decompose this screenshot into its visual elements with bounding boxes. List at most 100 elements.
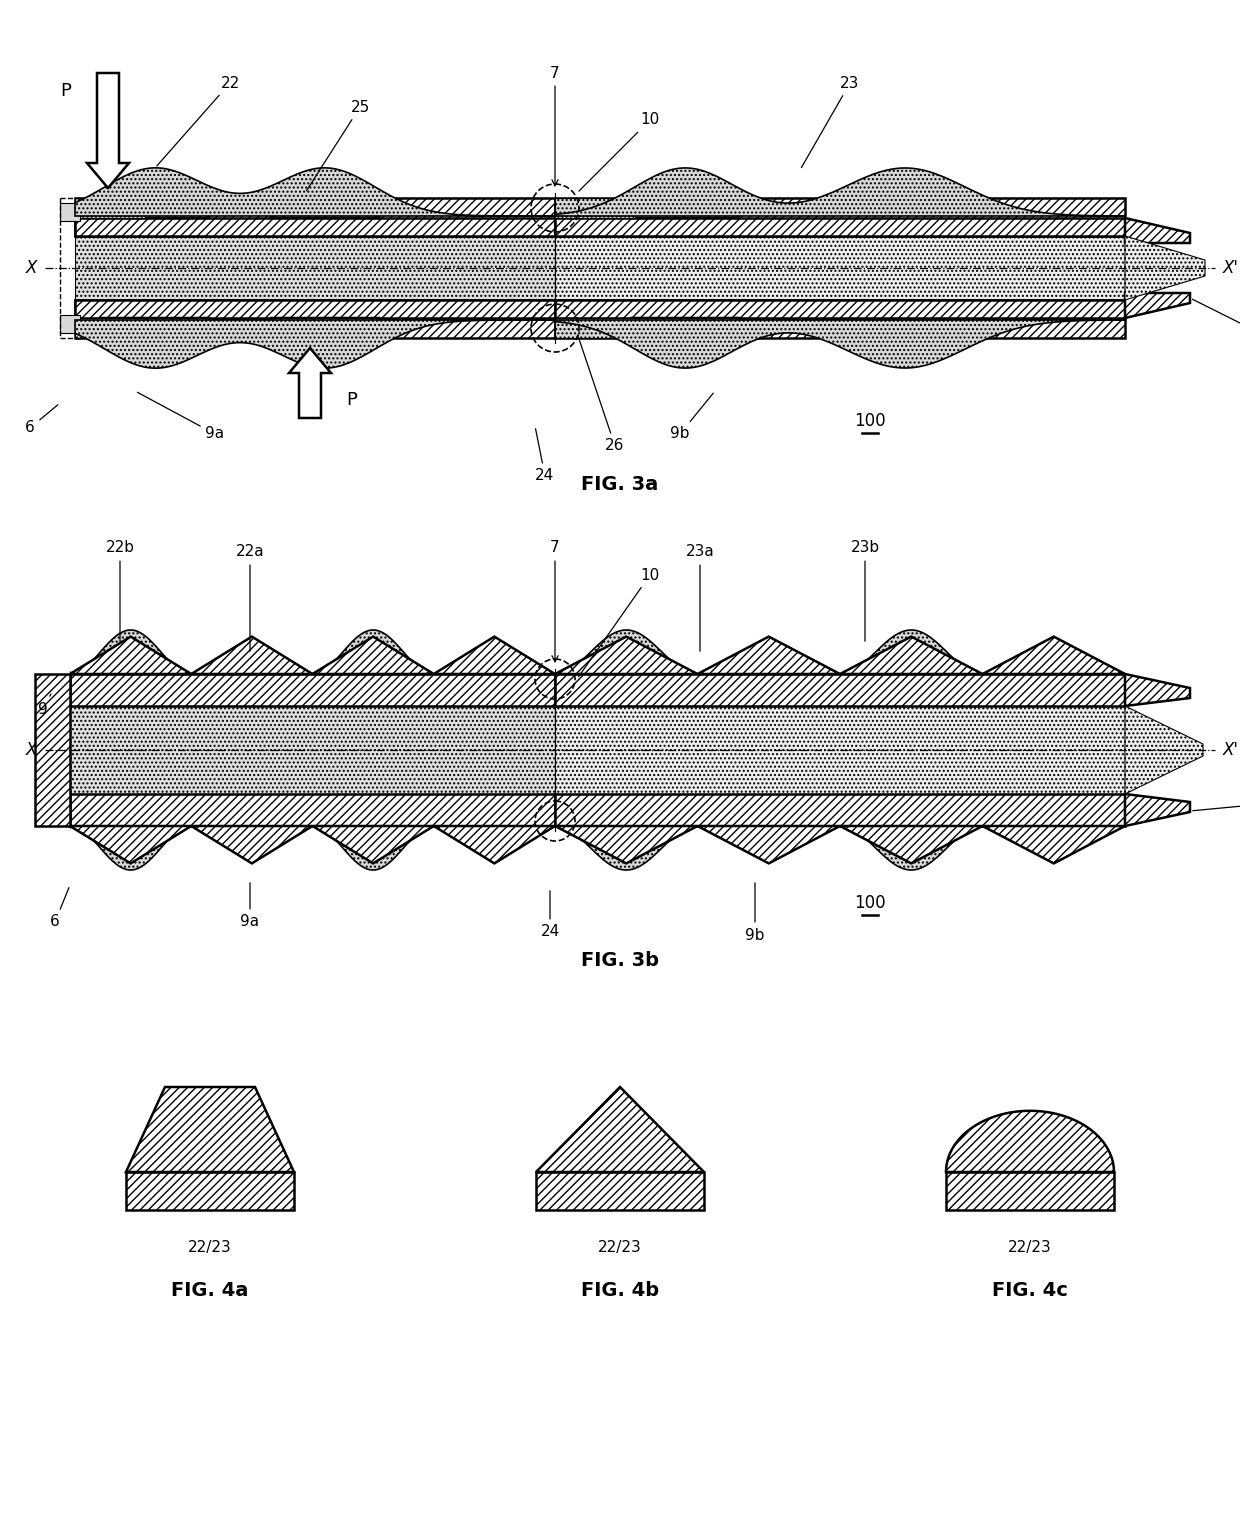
Bar bbox=[69, 795, 556, 827]
Text: 9: 9 bbox=[38, 694, 51, 717]
Text: 22/23: 22/23 bbox=[188, 1240, 232, 1255]
Bar bbox=[556, 706, 1125, 795]
Text: 22a: 22a bbox=[236, 545, 264, 651]
Polygon shape bbox=[100, 318, 210, 360]
Text: 9b: 9b bbox=[671, 393, 713, 441]
Polygon shape bbox=[982, 637, 1125, 674]
Polygon shape bbox=[434, 827, 556, 863]
FancyArrow shape bbox=[289, 348, 331, 418]
Bar bbox=[60, 315, 81, 334]
Polygon shape bbox=[69, 827, 191, 863]
Polygon shape bbox=[126, 1087, 294, 1173]
Text: FIG. 4a: FIG. 4a bbox=[171, 1280, 249, 1300]
Polygon shape bbox=[69, 629, 556, 674]
Text: 26: 26 bbox=[578, 335, 625, 453]
Polygon shape bbox=[536, 1087, 704, 1173]
Polygon shape bbox=[1125, 292, 1190, 318]
Text: 6: 6 bbox=[25, 404, 58, 435]
Polygon shape bbox=[126, 1173, 294, 1209]
Polygon shape bbox=[270, 318, 379, 360]
Polygon shape bbox=[74, 320, 556, 367]
Polygon shape bbox=[697, 827, 839, 863]
Polygon shape bbox=[1125, 674, 1190, 706]
Polygon shape bbox=[312, 637, 434, 674]
Polygon shape bbox=[191, 827, 312, 863]
Bar bbox=[74, 300, 556, 338]
Polygon shape bbox=[1125, 217, 1190, 243]
Polygon shape bbox=[74, 197, 145, 217]
Bar bbox=[556, 795, 1125, 827]
Bar bbox=[74, 300, 556, 318]
Bar bbox=[69, 674, 556, 706]
Text: 6: 6 bbox=[50, 888, 69, 929]
Text: 23b: 23b bbox=[851, 540, 879, 641]
Text: 22/23: 22/23 bbox=[598, 1240, 642, 1255]
Polygon shape bbox=[100, 176, 210, 217]
Bar bbox=[556, 236, 1125, 300]
Text: X: X bbox=[26, 259, 37, 277]
Polygon shape bbox=[1125, 706, 1203, 795]
Polygon shape bbox=[556, 637, 697, 674]
Text: 22/23: 22/23 bbox=[1008, 1240, 1052, 1255]
Polygon shape bbox=[839, 637, 982, 674]
Bar bbox=[556, 300, 1125, 318]
Polygon shape bbox=[556, 629, 1125, 674]
Text: 9a: 9a bbox=[138, 392, 224, 441]
Polygon shape bbox=[982, 827, 1125, 863]
Text: 25: 25 bbox=[306, 100, 370, 191]
Text: FIG. 4b: FIG. 4b bbox=[580, 1280, 660, 1300]
Text: P: P bbox=[61, 83, 72, 100]
Polygon shape bbox=[556, 320, 1125, 367]
Text: 100: 100 bbox=[854, 412, 885, 430]
Text: X: X bbox=[26, 741, 37, 759]
Polygon shape bbox=[556, 827, 1125, 870]
Bar bbox=[60, 204, 81, 220]
Bar bbox=[556, 300, 1125, 338]
Polygon shape bbox=[74, 318, 145, 338]
Polygon shape bbox=[630, 318, 740, 360]
Text: 24: 24 bbox=[536, 429, 554, 484]
Text: P: P bbox=[346, 390, 357, 409]
Text: FIG. 3b: FIG. 3b bbox=[582, 951, 658, 969]
Polygon shape bbox=[69, 637, 191, 674]
FancyArrow shape bbox=[87, 73, 129, 188]
Polygon shape bbox=[536, 1173, 704, 1209]
Polygon shape bbox=[946, 1112, 1114, 1173]
Polygon shape bbox=[556, 168, 1125, 216]
Polygon shape bbox=[69, 827, 556, 870]
Polygon shape bbox=[35, 674, 69, 827]
Text: 10: 10 bbox=[579, 568, 660, 677]
Bar bbox=[556, 674, 1125, 706]
Bar bbox=[556, 197, 1125, 236]
Text: 7: 7 bbox=[551, 66, 559, 185]
Polygon shape bbox=[556, 197, 635, 217]
Polygon shape bbox=[1125, 236, 1205, 300]
Text: 9a: 9a bbox=[241, 883, 259, 929]
Polygon shape bbox=[839, 827, 982, 863]
Text: 10: 10 bbox=[579, 112, 660, 191]
Text: 23a: 23a bbox=[686, 545, 714, 651]
Bar bbox=[69, 706, 556, 795]
Polygon shape bbox=[270, 176, 379, 217]
Bar bbox=[556, 217, 1125, 236]
Text: 24: 24 bbox=[541, 891, 559, 940]
Bar bbox=[74, 197, 556, 236]
Polygon shape bbox=[434, 637, 556, 674]
Text: FIG. 4c: FIG. 4c bbox=[992, 1280, 1068, 1300]
Text: FIG. 3a: FIG. 3a bbox=[582, 476, 658, 495]
Text: 9b: 9b bbox=[745, 883, 765, 943]
Text: 100: 100 bbox=[854, 894, 885, 912]
Text: 7: 7 bbox=[551, 540, 559, 661]
Polygon shape bbox=[191, 637, 312, 674]
Text: X': X' bbox=[1223, 259, 1239, 277]
Polygon shape bbox=[697, 637, 839, 674]
Text: X': X' bbox=[1223, 741, 1239, 759]
Polygon shape bbox=[556, 827, 697, 863]
Text: 23: 23 bbox=[801, 75, 859, 167]
Polygon shape bbox=[1125, 795, 1190, 827]
Polygon shape bbox=[946, 1173, 1114, 1209]
Polygon shape bbox=[630, 176, 740, 217]
Text: 22: 22 bbox=[156, 75, 239, 165]
Polygon shape bbox=[74, 168, 556, 216]
Bar bbox=[74, 217, 556, 236]
